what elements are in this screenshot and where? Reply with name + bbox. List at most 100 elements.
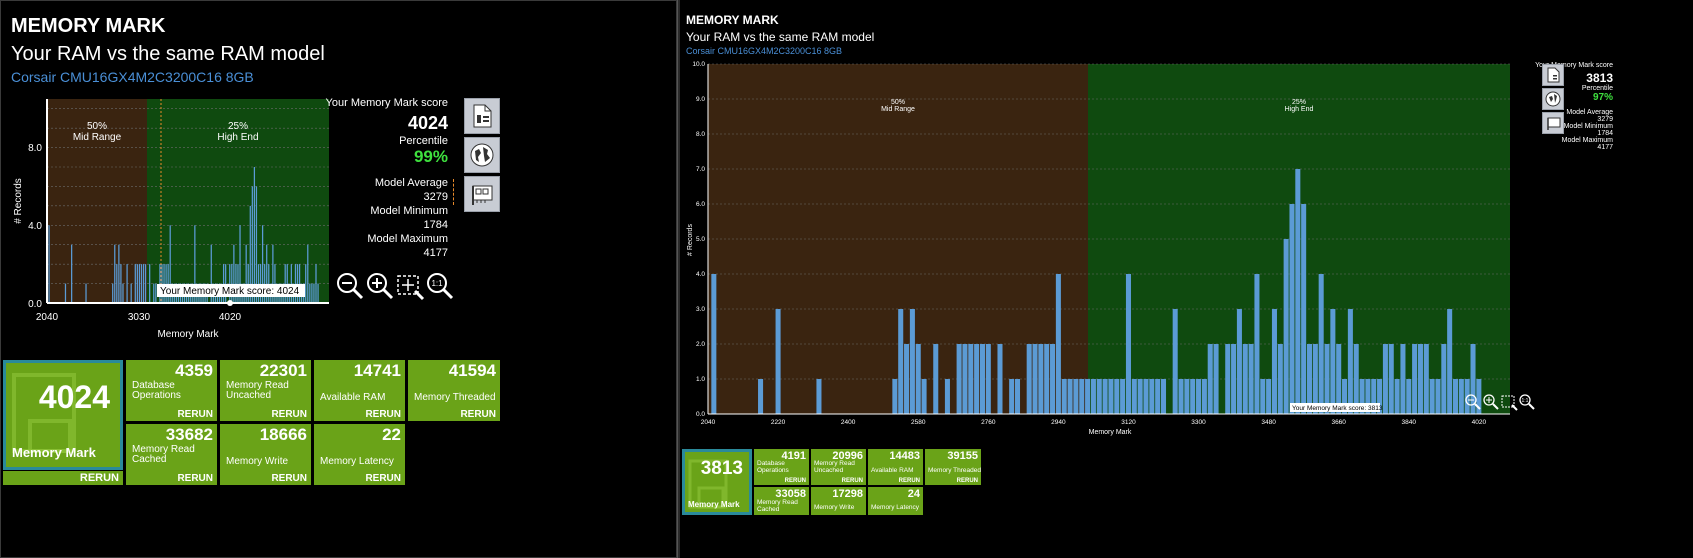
x-tick-label: 4020 [1472,419,1487,426]
x-tick-label: 2940 [1051,419,1066,426]
hardware-info-button[interactable] [464,176,500,212]
report-button[interactable] [1542,64,1564,86]
report-button[interactable] [464,98,500,134]
histogram-bar [247,264,249,303]
tile-value: 33682 [165,425,213,444]
histogram-bar [233,244,235,303]
score-label: Your Memory Mark score [325,97,448,109]
rerun-button[interactable]: RERUN [956,478,978,484]
score-marker-label-bg [1290,403,1380,412]
histogram-bar [1102,379,1108,414]
rerun-button[interactable]: RERUN [79,472,119,484]
tile-memory-latency[interactable]: 24 Memory Latency [868,487,923,515]
tile-memory-latency[interactable]: 22 Memory Latency RERUN [314,424,405,485]
tile-available-ram[interactable]: 14741 Available RAM RERUN [314,360,405,421]
tile-value: 41594 [448,361,496,380]
tile-database-operations[interactable]: 4191 Database Operations RERUN [754,449,809,485]
tile-memory-mark[interactable]: 4024 Memory Mark [3,360,123,470]
tile-available-ram[interactable]: 14483 Available RAM RERUN [868,449,923,485]
left-pane: MEMORY MARK Your RAM vs the same RAM mod… [0,0,677,558]
histogram-bar [130,283,132,303]
compare-online-button[interactable] [464,137,500,173]
tile-memory-read-cached[interactable]: 33682 Memory Read Cached RERUN [126,424,217,485]
histogram-bar [816,379,822,414]
histogram-bar [1301,204,1307,414]
bar-series [711,169,1482,414]
zoom-in-icon[interactable] [1482,393,1500,411]
rerun-button[interactable]: RERUN [784,478,806,484]
zoom-reset-icon[interactable]: 1:1 [1518,393,1536,411]
histogram-bar [122,283,124,303]
tile-memory-read-uncached[interactable]: 22301 Memory Read Uncached RERUN [220,360,311,421]
svg-text:1:1: 1:1 [1522,398,1529,404]
histogram-bar [1318,274,1324,414]
histogram-bar [1382,344,1388,414]
zoom-reset-icon[interactable]: 1:1 [425,271,455,301]
tile-memory-threaded[interactable]: 41594 Memory Threaded RERUN [408,360,500,421]
tile-value: 24 [907,488,920,500]
histogram-bar [1400,344,1406,414]
histogram-bar [1388,344,1394,414]
zoom-out-icon[interactable] [335,271,365,301]
zoom-fit-icon[interactable] [1500,393,1518,411]
rerun-button[interactable]: RERUN [271,473,307,484]
memory-chip-watermark-icon [12,373,76,453]
y-tick-label: 5.0 [696,236,705,243]
histogram-bar [1423,344,1429,414]
tile-value: 39155 [947,450,978,462]
zoom-out-icon[interactable] [1464,393,1482,411]
histogram-bar [140,264,143,303]
tile-label-line1: Memory Read [814,460,855,467]
tile-label: Available RAM [871,467,914,474]
score-marker-label-bg [157,284,305,297]
globe-icon [470,143,494,167]
rerun-button[interactable]: RERUN [177,409,213,420]
histogram-bar [245,244,247,303]
histogram-bar [249,205,251,303]
hardware-info-button[interactable] [1542,112,1564,134]
tile-memory-write[interactable]: 17298 Memory Write [811,487,866,515]
histogram-bar [134,264,136,303]
tile-memory-write[interactable]: 18666 Memory Write RERUN [220,424,311,485]
histogram-bar [294,264,297,303]
model-maximum-label: Model Maximum [367,233,448,245]
tile-label-line1: Memory Read [757,499,798,506]
x-tick-label: 3120 [1121,419,1136,426]
y-tick-label: 7.0 [696,166,705,173]
band1-name: Mid Range [881,106,915,113]
x-tick-label: 2400 [841,419,856,426]
rerun-button[interactable]: RERUN [365,473,401,484]
rerun-button[interactable]: RERUN [898,478,920,484]
histogram-bar [1096,379,1102,414]
model-maximum-label: Model Maximum [1561,137,1613,144]
ram-model-link[interactable]: Corsair CMU16GX4M2C3200C16 8GB [11,69,254,85]
histogram-bar [112,283,114,303]
tile-label: Memory Latency [871,504,920,511]
tile-memory-mark-rerun[interactable]: RERUN [3,471,123,485]
tile-label: Database Operations [132,381,181,401]
ram-model-link[interactable]: Corsair CMU16GX4M2C3200C16 8GB [686,46,843,56]
tile-database-operations[interactable]: 4359 Database Operations RERUN [126,360,217,421]
histogram-bar [1213,344,1219,414]
histogram-bar [1365,379,1371,414]
tile-memory-mark[interactable]: 3813 Memory Mark [682,449,752,515]
zoom-in-icon[interactable] [365,271,395,301]
histogram-bar [311,283,313,303]
rerun-button[interactable]: RERUN [271,409,307,420]
tile-memory-read-uncached[interactable]: 20996 Memory Read Uncached RERUN [811,449,866,485]
model-average-value: 3279 [1597,116,1613,123]
tile-label: Memory Read Cached [757,499,798,513]
x-tick-label: 2760 [981,419,996,426]
left-histogram-chart: 50% Mid Range 25% High End 0.0 4.0 8.0 2… [13,99,329,340]
rerun-button[interactable]: RERUN [177,473,213,484]
rerun-button[interactable]: RERUN [841,478,863,484]
rerun-button[interactable]: RERUN [365,409,401,420]
compare-online-button[interactable] [1542,88,1564,110]
zoom-fit-icon[interactable] [395,271,425,301]
tile-memory-read-cached[interactable]: 33058 Memory Read Cached [754,487,809,515]
rerun-button[interactable]: RERUN [460,409,496,420]
average-legend-mark [453,179,454,205]
tile-label-line1: Memory Read [132,444,195,455]
y-tick-label: 9.0 [696,96,705,103]
tile-memory-threaded[interactable]: 39155 Memory Threaded RERUN [925,449,981,485]
